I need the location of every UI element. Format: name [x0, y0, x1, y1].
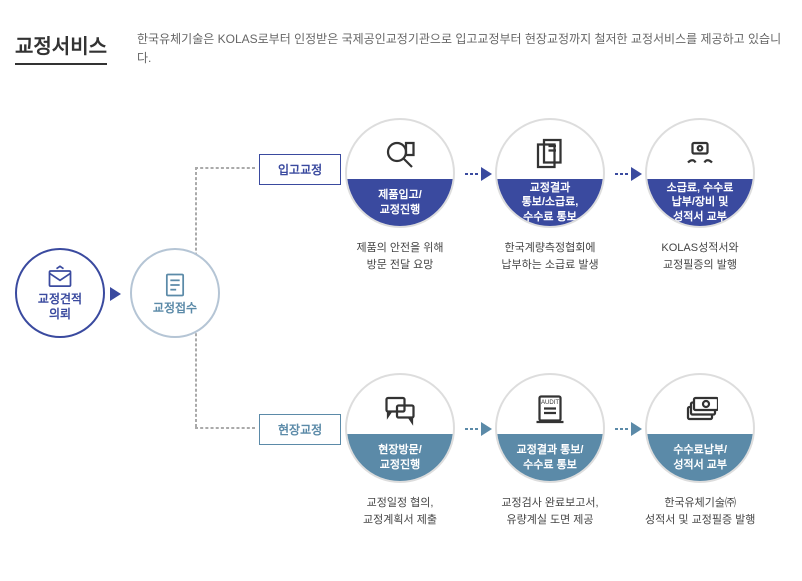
start-node-quote-label: 교정견적 의뢰 [38, 292, 82, 323]
section-label-bottom: 현장교정 [259, 414, 341, 445]
top-step-1-desc: 제품의 안전을 위해 방문 전달 요망 [345, 240, 455, 273]
papers-icon [532, 137, 568, 173]
flow-diagram: 입고교정 현장교정 교정견적 의뢰 교정접수 제품입고/ 교정진행 [15, 118, 787, 538]
top-step-2: 교정결과 통보/소급료, 수수료 통보 한국계량측정협회에 납부하는 소급료 발… [495, 118, 605, 273]
page-title: 교정서비스 [15, 30, 107, 65]
top-step-1: 제품입고/ 교정진행 제품의 안전을 위해 방문 전달 요망 [345, 118, 455, 273]
money-hands-icon [682, 137, 718, 173]
bottom-step-1-title: 현장방문/ 교정진행 [372, 443, 428, 472]
bottom-step-3: 수수료납부/ 성적서 교부 한국유체기술㈜ 성적서 및 교정필증 발행 [645, 373, 755, 528]
svg-text:AUDIT: AUDIT [541, 400, 559, 406]
top-step-1-title: 제품입고/ 교정진행 [372, 188, 428, 217]
bottom-step-3-title: 수수료납부/ 성적서 교부 [667, 443, 733, 472]
bottom-step-2: AUDIT 교정결과 통보/ 수수료 통보 교정검사 완료보고서, 유량계실 도… [495, 373, 605, 528]
top-step-2-title: 교정결과 통보/소급료, 수수료 통보 [516, 181, 585, 224]
envelope-icon [46, 264, 74, 292]
start-node-receipt-label: 교정접수 [153, 299, 197, 316]
start-node-quote: 교정견적 의뢰 [15, 248, 105, 338]
flow-arrow [615, 422, 642, 436]
flow-arrow [615, 167, 642, 181]
bottom-step-1-desc: 교정일정 협의, 교정계획서 제출 [345, 495, 455, 528]
top-step-2-desc: 한국계량측정협회에 납부하는 소급료 발생 [495, 240, 605, 273]
start-node-receipt: 교정접수 [130, 248, 220, 338]
bottom-step-1: 현장방문/ 교정진행 교정일정 협의, 교정계획서 제출 [345, 373, 455, 528]
bottom-step-2-desc: 교정검사 완료보고서, 유량계실 도면 제공 [495, 495, 605, 528]
flow-arrow [465, 422, 492, 436]
bottom-step-2-title: 교정결과 통보/ 수수료 통보 [511, 443, 590, 472]
magnifier-icon [382, 137, 418, 173]
flow-arrow [465, 167, 492, 181]
chat-icon [382, 392, 418, 428]
top-step-3-desc: KOLAS성적서와 교정필증의 발행 [645, 240, 755, 273]
money-stack-icon [682, 392, 718, 428]
top-step-3: 소급료, 수수료 납부/장비 및 성적서 교부 KOLAS성적서와 교정필증의 … [645, 118, 755, 273]
audit-icon: AUDIT [532, 392, 568, 428]
section-label-top: 입고교정 [259, 154, 341, 185]
flow-arrow [110, 287, 121, 301]
bottom-step-3-desc: 한국유체기술㈜ 성적서 및 교정필증 발행 [645, 495, 755, 528]
top-step-3-title: 소급료, 수수료 납부/장비 및 성적서 교부 [661, 181, 740, 224]
page-subtitle: 한국유체기술은 KOLAS로부터 인정받은 국제공인교정기관으로 입고교정부터 … [137, 30, 787, 68]
document-icon [161, 271, 189, 299]
